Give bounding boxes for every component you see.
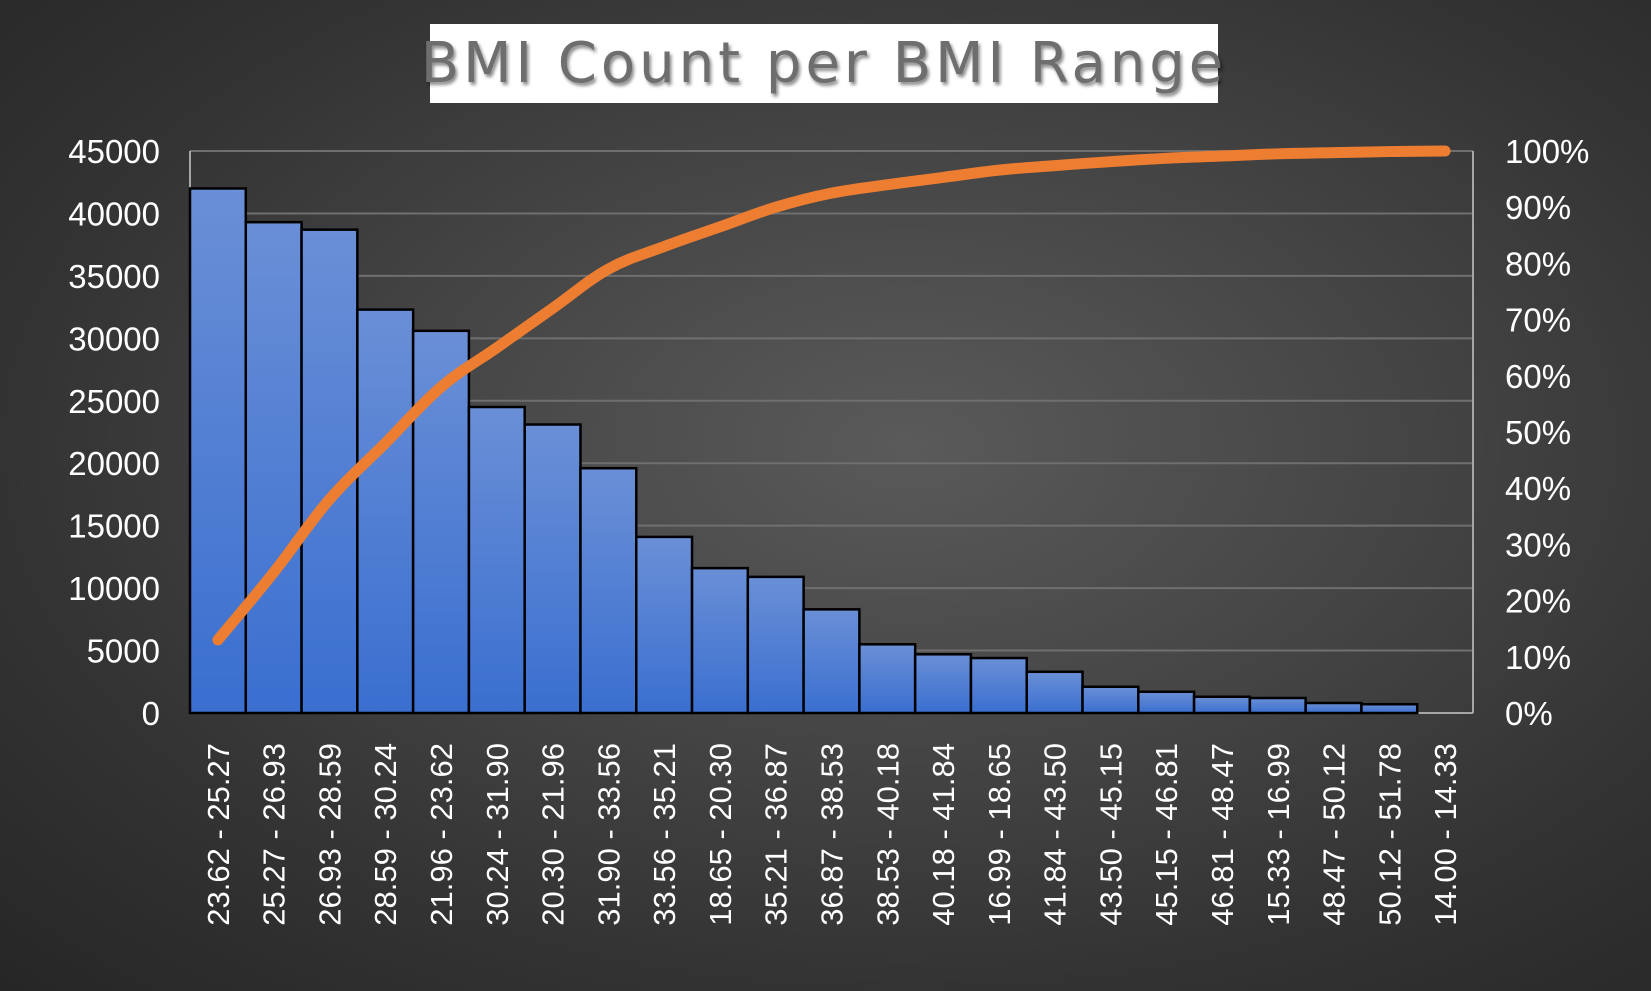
bar	[802, 608, 861, 715]
category-label: 25.27 - 26.93	[257, 743, 292, 926]
bar	[467, 405, 526, 715]
category-label: 45.15 - 46.81	[1149, 743, 1184, 926]
bar	[746, 575, 805, 715]
left-tick-label: 5000	[87, 633, 160, 670]
category-label: 48.47 - 50.12	[1317, 743, 1352, 926]
left-axis-ticks: 0 5000 10000 15000 20000 25000 30000 35000 40000…	[68, 133, 160, 732]
bar	[969, 656, 1028, 715]
left-tick-label: 25000	[68, 383, 160, 420]
category-label: 41.84 - 43.50	[1038, 743, 1073, 926]
category-label: 20.30 - 21.96	[536, 743, 571, 926]
bar	[1192, 695, 1252, 715]
left-tick-label: 35000	[68, 258, 160, 295]
left-tick-label: 20000	[68, 445, 160, 482]
bar	[579, 466, 638, 715]
left-tick-label: 10000	[68, 570, 160, 607]
bar	[300, 228, 359, 715]
category-label: 43.50 - 45.15	[1093, 743, 1128, 926]
category-label: 23.62 - 25.27	[201, 743, 236, 926]
cumulative-line-series	[212, 145, 1451, 646]
right-tick-label: 60%	[1505, 358, 1571, 395]
category-label: 36.87 - 38.53	[815, 743, 850, 926]
bar	[858, 643, 917, 715]
bar	[523, 423, 582, 715]
left-tick-label: 15000	[68, 508, 160, 545]
right-tick-label: 20%	[1505, 583, 1571, 620]
right-tick-label: 0%	[1505, 695, 1553, 732]
category-label: 18.65 - 20.30	[703, 743, 738, 926]
right-axis-ticks: 0% 10% 20% 30% 40% 50% 60% 70% 80% 90% 100%	[1505, 133, 1589, 732]
left-tick-label: 0	[142, 695, 160, 732]
left-tick-label: 45000	[68, 133, 160, 170]
category-label: 33.56 - 35.21	[647, 743, 682, 926]
left-tick-label: 40000	[68, 195, 160, 232]
category-label: 35.21 - 36.87	[759, 743, 794, 926]
bar	[1360, 703, 1419, 715]
right-tick-label: 100%	[1505, 133, 1589, 170]
right-tick-label: 50%	[1505, 414, 1571, 451]
cumulative-percent-line	[212, 145, 1451, 646]
bar	[244, 220, 303, 715]
bar	[1025, 670, 1084, 715]
right-tick-label: 30%	[1505, 526, 1571, 563]
category-label: 46.81 - 48.47	[1205, 743, 1240, 926]
bar	[635, 535, 694, 715]
right-tick-label: 70%	[1505, 302, 1571, 339]
category-label: 28.59 - 30.24	[368, 743, 403, 926]
category-label: 15.33 - 16.99	[1261, 743, 1296, 926]
category-label: 40.18 - 41.84	[926, 743, 961, 926]
right-tick-label: 10%	[1505, 639, 1571, 676]
category-label: 31.90 - 33.56	[591, 743, 626, 926]
right-tick-label: 80%	[1505, 245, 1571, 282]
bar	[1081, 685, 1140, 715]
category-label: 50.12 - 51.78	[1372, 743, 1407, 926]
right-tick-label: 40%	[1505, 470, 1571, 507]
chart-title: BMI Count per BMI Range	[420, 31, 1228, 96]
category-axis-labels: 23.62 - 25.27 25.27 - 26.93 26.93 - 28.59 2…	[201, 743, 1463, 926]
category-label: 14.00 - 14.33	[1428, 743, 1463, 926]
bar	[411, 329, 471, 715]
bar	[356, 308, 415, 715]
category-label: 21.96 - 23.62	[424, 743, 459, 926]
bar	[1304, 701, 1363, 715]
bar	[913, 653, 973, 715]
category-label: 16.99 - 18.65	[982, 743, 1017, 926]
category-label: 38.53 - 40.18	[870, 743, 905, 926]
left-tick-label: 30000	[68, 320, 160, 357]
chart-title-box: BMI Count per BMI Range	[421, 24, 1223, 103]
bar	[690, 566, 750, 715]
bar	[1248, 696, 1307, 715]
right-tick-label: 90%	[1505, 189, 1571, 226]
bar	[1137, 690, 1196, 715]
category-label: 26.93 - 28.59	[312, 743, 347, 926]
category-label: 30.24 - 31.90	[480, 743, 515, 926]
